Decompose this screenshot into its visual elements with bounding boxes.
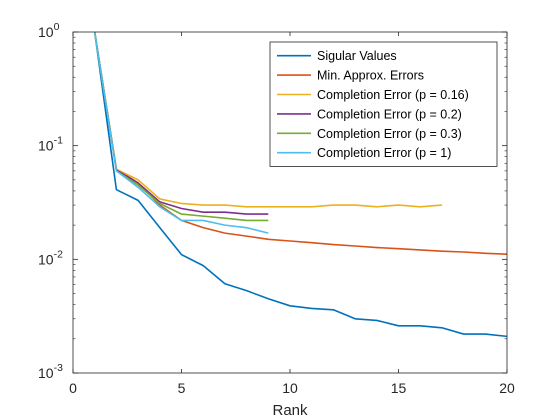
y-tick-label: 10-1	[38, 135, 63, 154]
y-tick-label: 10-3	[38, 362, 63, 381]
series-line-4	[93, 31, 269, 215]
axes-layer: 0 5 10 15 20 100 10-1 10-2 10-3	[38, 21, 515, 396]
legend-entry-3: Completion Error (p = 0.16)	[317, 88, 469, 102]
x-tick-label: 0	[69, 380, 77, 396]
series-line-6	[93, 31, 269, 234]
legend-entry-6: Completion Error (p = 1)	[317, 146, 451, 160]
series-layer	[93, 31, 508, 338]
series-line-2	[93, 31, 508, 255]
x-tick-label: 5	[178, 380, 186, 396]
legend-entry-1: Sigular Values	[317, 49, 397, 63]
legend-entry-4: Completion Error (p = 0.2)	[317, 107, 462, 121]
legend: Sigular Values Min. Approx. Errors Complet…	[269, 41, 498, 167]
series-line-3	[93, 31, 442, 208]
x-tick-label: 20	[499, 380, 515, 396]
y-tick-label: 100	[38, 21, 60, 40]
series-line-1	[93, 31, 508, 338]
legend-entry-5: Completion Error (p = 0.3)	[317, 127, 462, 141]
legend-box	[269, 41, 498, 167]
legend-entry-2: Min. Approx. Errors	[317, 69, 424, 83]
y-tick-label: 10-2	[38, 248, 63, 267]
x-tick-label: 10	[282, 380, 298, 396]
x-tick-label: 15	[391, 380, 407, 396]
x-axis-label: Rank	[272, 402, 308, 419]
